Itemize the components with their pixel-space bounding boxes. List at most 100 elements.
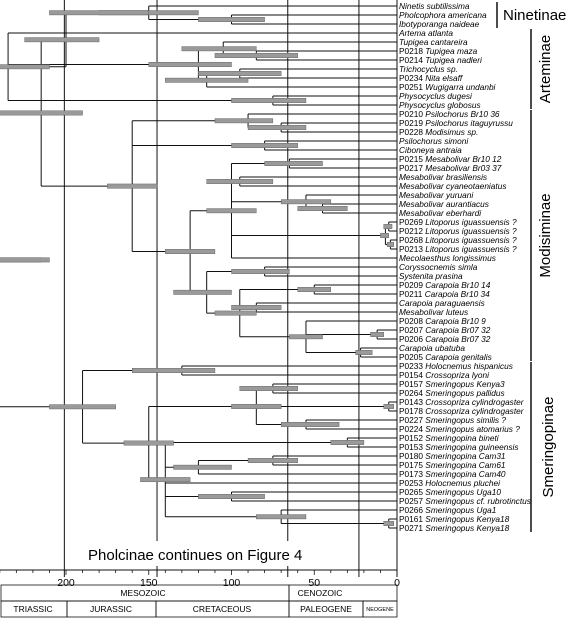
taxon-label: Ibotyporanga naideae [399,19,480,29]
age-bar [231,143,298,148]
taxon-label: Mesabolivar eberhardi [399,208,482,218]
taxon-name: Carapoia Br10 34 [425,289,490,299]
taxon-name: Smeringopus atomarius ? [425,424,520,434]
taxon-name: Tupigea cantareira [399,37,468,47]
taxon-name: Mesabolivar eberhardi [399,208,482,218]
taxon-label: P0251 Wugigarra undanbi [399,82,497,92]
taxon-id: P0257 [399,496,425,506]
taxon-name: Artema atlanta [398,28,453,38]
taxon-label: P0218 Tupigea maza [399,46,478,56]
taxon-label: Mecolaesthus longissimus [399,253,496,263]
taxon-id: P0210 [399,109,425,119]
taxon-label: P0269 Litoporus iguassuensis ? [399,217,517,227]
taxon-label: Physocyclus dugesi [399,91,473,101]
taxon-id: P0217 [399,163,425,173]
taxon-name: Wugigarra undanbi [425,82,496,92]
taxon-id: P0154 [399,370,425,380]
taxon-name: Holocnemus hispanicus [425,361,513,371]
taxon-name: Pholcophora americana [399,10,487,20]
taxon-id: P0206 [399,334,425,344]
age-bar [206,208,257,214]
taxon-id: P0218 [399,46,425,56]
taxon-name: Mesabolivar aurantiacus [399,199,489,209]
taxon-label: P0271 Smeringopus Kenya18 [399,523,510,533]
taxon-label: P0210 Psilochorus Br10 36 [399,109,500,119]
taxon-name: Physocyclus dugesi [399,91,473,101]
age-bar [280,422,340,427]
taxon-name: Ibotyporanga naideae [399,19,480,29]
taxon-id: P0152 [399,433,425,443]
taxon-name: Litoporus iguassuensis ? [425,235,517,245]
taxon-name: Ninetis subtilissima [399,1,470,11]
taxon-name: Smeringopus Kenya3 [425,379,505,389]
taxon-label: P0214 Tupigea nadleri [399,55,483,65]
age-bar [239,386,298,391]
taxon-name: Smeringopus Uga10 [425,487,501,497]
age-bar [330,440,365,445]
clade-label: Ninetinae [503,7,566,24]
taxon-id: P0264 [399,388,425,398]
taxon-name: Mecolaesthus longissimus [399,253,496,263]
taxon-name: Carapoia genitalis [425,352,491,362]
taxon-id: P0266 [399,505,425,515]
taxon-label: P0211 Carapoia Br10 34 [399,289,490,299]
taxon-name: Litoporus iguassuensis ? [425,217,517,227]
taxon-name: Smeringopus Kenya18 [425,523,509,533]
clade-label: Arteminae [537,35,554,103]
age-bar [247,458,298,463]
taxon-label: P0228 Modisimus sp. [399,127,478,137]
taxon-name: Modisimus sp. [425,127,478,137]
taxon-name: Litoporus iguassuensis ? [425,226,517,236]
axis-tick-label: 100 [223,577,241,589]
taxon-name: Mesabolivar luteus [399,307,468,317]
node-age-bars [0,10,394,526]
taxon-label: P0212 Litoporus iguassuensis ? [399,226,517,236]
taxon-name: Carapoia ubatuba [399,343,465,353]
taxon-id: P0207 [399,325,425,335]
taxon-label: P0219 Psilochorus itaguyrussu [399,118,513,128]
time-axis: 200 150 100 50 0 [0,569,400,589]
taxon-name: Mesabolivar brasiliensis [399,172,487,182]
taxon-name: Smeringopina Cam40 [425,469,506,479]
age-bar [123,440,174,446]
taxon-label: Coryssocnemis simla [399,262,478,272]
taxon-label: Trichocyclus sp. [399,64,458,74]
taxon-name: Psilochorus itaguyrussu [425,118,513,128]
taxon-label: P0180 Smeringopina Cam31 [399,451,506,461]
taxon-id: P0268 [399,235,425,245]
age-bar [370,332,384,337]
taxon-id: P0233 [399,361,425,371]
taxon-label: Mesabolivar aurantiacus [399,199,489,209]
taxon-label: P0175 Smeringopina Cam61 [399,460,506,470]
age-bar [0,257,50,263]
age-bar [214,310,257,316]
taxon-id: P0215 [399,154,425,164]
taxon-id: P0228 [399,127,425,137]
taxon-label: P0143 Crossopriza cylindrogaster [399,397,525,407]
age-bar [383,224,393,229]
taxon-name: Carapoia Br10 14 [425,280,490,290]
clade-brackets: Ninetinae Arteminae Modisiminae Smeringopin… [496,2,566,532]
era-cenozoic: CENOZOIC [298,588,343,598]
age-bar [231,404,282,409]
period-cretaceous: CRETACEOUS [193,604,252,614]
age-bar [231,269,290,274]
taxon-name: Coryssocnemis simla [399,262,478,272]
taxon-id: P0205 [399,352,425,362]
age-bar [256,514,307,520]
taxon-name: Carapoia paraguaensis [399,298,485,308]
taxon-id: P0157 [399,379,425,389]
period-jurassic: JURASSIC [90,604,132,614]
taxon-name: Crossopriza cylindrogaster [425,406,524,416]
taxon-id: P0153 [399,442,425,452]
age-bar [386,242,394,247]
age-bar [206,179,274,184]
taxon-name: Smeringopus Kenya18 [425,514,509,524]
taxon-label: P0266 Smeringopus Uga1 [399,505,496,515]
taxon-name: Smeringopus similis ? [425,415,506,425]
taxon-name: Mesabolivar Br03 37 [425,163,501,173]
age-bar [181,46,257,52]
taxon-name: Carapoia Br10 9 [425,316,486,326]
taxon-id: P0219 [399,118,425,128]
taxon-label: P0217 Mesabolivar Br03 37 [399,163,502,173]
